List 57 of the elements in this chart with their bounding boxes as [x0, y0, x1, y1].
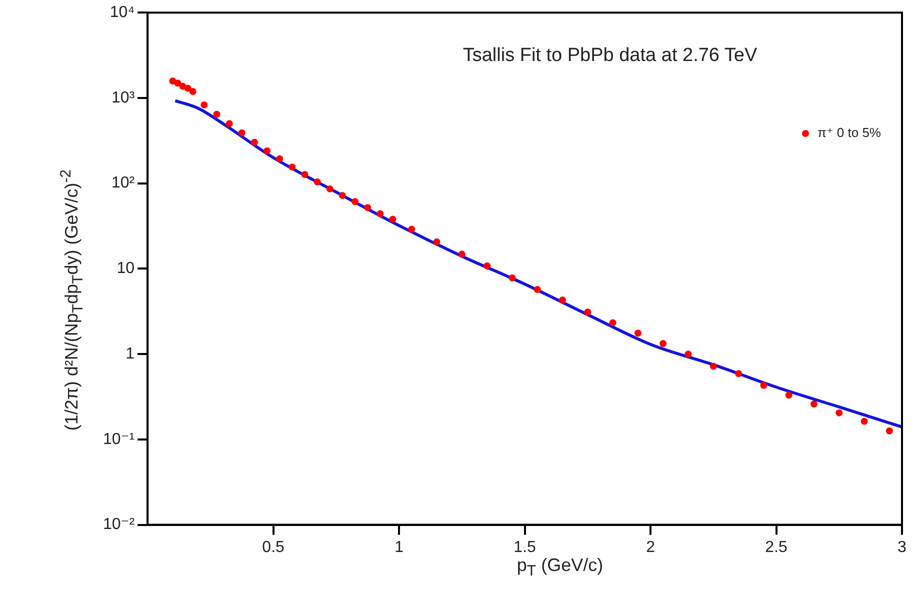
- point: [314, 178, 321, 186]
- point: [169, 78, 176, 85]
- line-series: [174, 99, 902, 428]
- y-tick-label: 10: [116, 260, 135, 278]
- x-tick-label: 2.5: [765, 538, 788, 556]
- point: [408, 226, 416, 233]
- point: [860, 418, 868, 425]
- point: [836, 409, 843, 416]
- point: [710, 362, 717, 370]
- point: [684, 350, 692, 358]
- point: [810, 400, 818, 408]
- x-axis-title: p$_{T}$ (GeV/c): [516, 555, 604, 580]
- point: [433, 238, 440, 246]
- point: [634, 330, 642, 337]
- point: [534, 286, 541, 294]
- point: [326, 185, 334, 192]
- y-tick-label: 10⁻²: [102, 516, 136, 534]
- point: [338, 192, 346, 200]
- x-tick-label: 0.5: [262, 538, 285, 556]
- point: [184, 84, 192, 92]
- point: [389, 216, 396, 223]
- point: [264, 147, 271, 154]
- point: [352, 198, 359, 206]
- point: [238, 129, 246, 136]
- point: [584, 308, 592, 316]
- point: [376, 210, 384, 218]
- point: [226, 120, 233, 128]
- point: [174, 80, 182, 87]
- point: [458, 250, 466, 258]
- y-tick-label: 10⁴: [110, 4, 135, 22]
- point: [660, 340, 667, 347]
- point: [200, 101, 208, 108]
- point: [785, 392, 792, 399]
- legend-label: π⁺ 0 to 5%: [817, 125, 881, 141]
- point: [508, 274, 516, 282]
- point: [484, 262, 491, 270]
- x-tick-label: 3: [898, 538, 907, 556]
- point: [276, 155, 284, 162]
- point: [364, 204, 372, 212]
- point: [886, 427, 893, 434]
- point: [288, 164, 296, 171]
- point: [301, 170, 308, 178]
- x-tick-label: 1.5: [514, 538, 536, 556]
- point: [189, 88, 196, 96]
- y-tick-label: 10²: [111, 174, 136, 192]
- y-tick-label: 10³: [111, 89, 136, 106]
- point: [559, 296, 566, 304]
- point: [609, 319, 616, 326]
- point: [213, 110, 220, 118]
- point: [250, 138, 258, 146]
- x-tick-label: 1: [394, 538, 404, 556]
- point: [760, 382, 768, 389]
- annotation: Tsallis Fit to PbPb data at 2.76 TeV: [462, 45, 758, 67]
- y-tick-label: 1: [126, 345, 135, 362]
- y-tick-label: 10⁻¹: [102, 430, 135, 448]
- x-tick-label: 2: [646, 538, 656, 556]
- point: [735, 370, 742, 378]
